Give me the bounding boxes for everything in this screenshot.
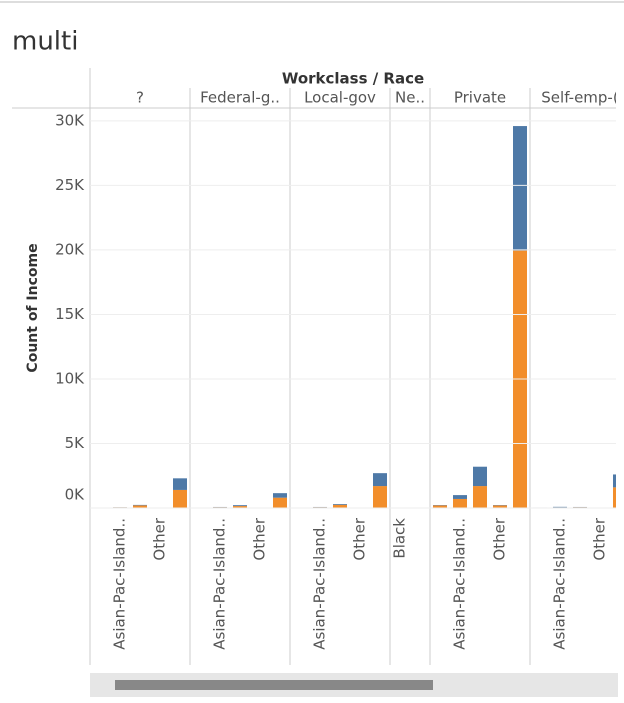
bar-segment — [473, 466, 487, 487]
x-tick-label: Other — [251, 517, 269, 560]
bar-segment — [333, 504, 347, 508]
x-tick-label: Other — [491, 517, 509, 560]
y-tick-label: 0K — [65, 486, 86, 504]
bar-segment — [493, 505, 507, 508]
x-tick-label: Black — [391, 518, 409, 559]
y-tick-label: 30K — [55, 111, 85, 129]
y-tick-label: 20K — [55, 240, 85, 258]
x-tick-label: Asian-Pac-Island.. — [111, 518, 129, 650]
bar-segment — [173, 489, 187, 508]
panel-label: Federal-g.. — [200, 89, 280, 107]
bar-segment — [173, 478, 187, 490]
chart-title: multi — [12, 27, 78, 57]
bar-segment — [133, 505, 147, 508]
panel-label: Local-gov — [304, 89, 376, 107]
bar-segment — [373, 473, 387, 487]
x-tick-label: Asian-Pac-Island.. — [211, 518, 229, 650]
x-tick-label: Other — [591, 517, 609, 560]
bar-segment — [233, 505, 247, 507]
bar-segment — [373, 486, 387, 508]
panel-label: ? — [136, 89, 144, 107]
x-tick-label: Asian-Pac-Island.. — [311, 518, 329, 650]
plot: ? Asian-Pac-Island.. Other Federal-g.. Asian… — [93, 88, 618, 665]
bar-segment — [133, 504, 147, 506]
bar-segment — [513, 126, 527, 251]
panel-label: Self-emp-( — [541, 89, 618, 107]
bar-segment — [553, 506, 567, 508]
y-tick-label: 25K — [55, 176, 85, 194]
bar-segment — [613, 487, 616, 508]
y-tick-label: 10K — [55, 369, 85, 387]
y-tick-label: 15K — [55, 305, 85, 323]
bar-segment — [453, 495, 467, 499]
scrollbar-thumb[interactable] — [115, 680, 433, 690]
x-tick-label: Other — [351, 517, 369, 560]
bar-segment — [273, 497, 287, 508]
bar-segment — [613, 474, 616, 488]
y-tick-label: 5K — [65, 434, 86, 452]
bar-segment — [453, 498, 467, 508]
header: Workclass / Race — [282, 70, 424, 88]
x-tick-label: Asian-Pac-Island.. — [451, 518, 469, 650]
bar-segment — [233, 506, 247, 508]
panel-label: Ne.. — [395, 89, 425, 107]
x-tick-label: Other — [151, 517, 169, 560]
panel-label: Private — [454, 89, 506, 107]
bar-segment — [433, 505, 447, 508]
y-axis-title: Count of Income — [25, 243, 41, 372]
bar-segment — [473, 486, 487, 508]
bar-segment — [273, 493, 287, 498]
bar-segment — [333, 504, 347, 505]
x-tick-label: Asian-Pac-Island.. — [551, 518, 569, 650]
